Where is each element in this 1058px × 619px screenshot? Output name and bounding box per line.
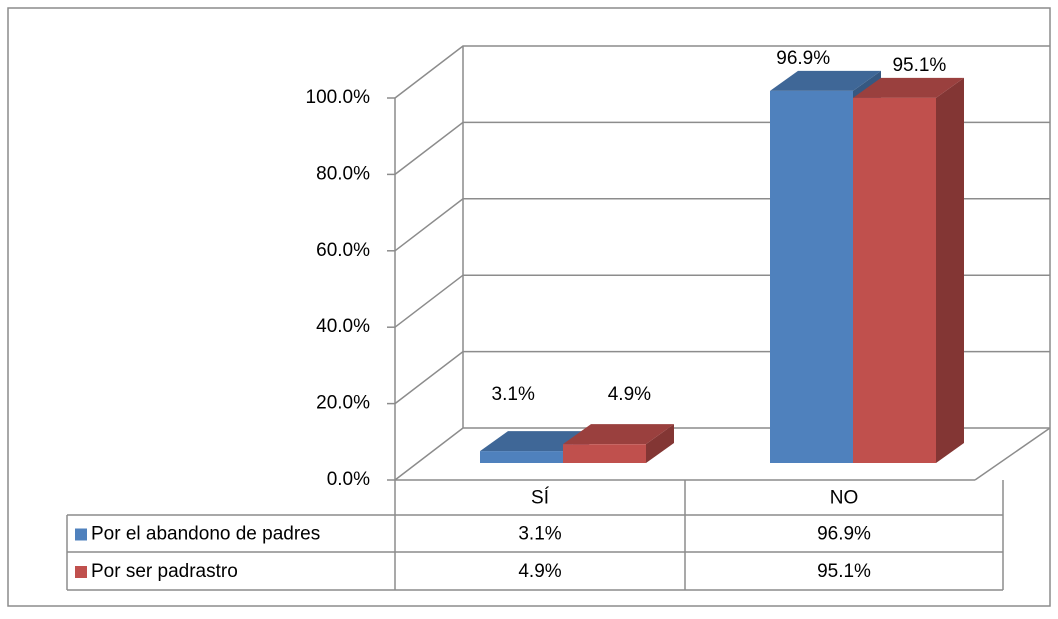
legend-swatch (75, 528, 87, 541)
legend-label: Por ser padrastro (91, 561, 238, 582)
table-cell: 3.1% (518, 524, 561, 545)
table-cell: 4.9% (518, 561, 561, 582)
bar-top (563, 424, 674, 445)
legend-swatch (75, 566, 87, 578)
grid-line (394, 45, 1050, 99)
y-tick-label: 80.0% (316, 163, 370, 184)
bar-side (646, 424, 674, 463)
y-tick-label: 20.0% (316, 393, 370, 414)
bar (480, 451, 563, 463)
bar-top (770, 70, 881, 91)
bar-side (936, 77, 964, 463)
table-header: SÍ (531, 488, 550, 509)
table-cell: 96.9% (817, 524, 871, 545)
bar (563, 444, 646, 463)
legend-label: Por el abandono de padres (91, 524, 320, 545)
bar-top (853, 77, 964, 98)
floor-right (974, 427, 1051, 481)
y-tick-label: 60.0% (316, 240, 370, 261)
table-header: NO (830, 488, 859, 509)
y-tick-label: 0.0% (327, 469, 370, 490)
y-tick-label: 100.0% (306, 87, 371, 108)
value-label: 96.9% (776, 48, 830, 69)
value-label: 95.1% (892, 55, 946, 76)
table-cell: 95.1% (817, 561, 871, 582)
y-tick-label: 40.0% (316, 316, 370, 337)
value-label: 4.9% (608, 384, 651, 405)
value-label: 3.1% (492, 384, 535, 405)
bar (853, 97, 936, 463)
bar (770, 90, 853, 464)
